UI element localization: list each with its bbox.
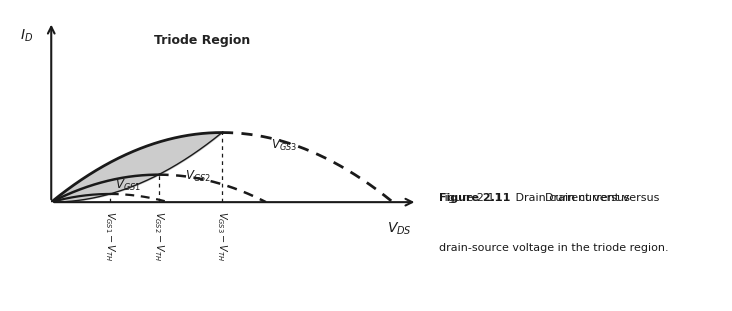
Text: Drain current versus: Drain current versus <box>545 193 660 203</box>
Text: Figure 2.11: Figure 2.11 <box>439 193 511 203</box>
Text: $V_{DS}$: $V_{DS}$ <box>387 220 412 237</box>
Text: drain-source voltage in the triode region.: drain-source voltage in the triode regio… <box>439 243 669 253</box>
Text: $V_{GS2} - V_{TH}$: $V_{GS2} - V_{TH}$ <box>152 211 165 262</box>
Text: Triode Region: Triode Region <box>154 35 250 47</box>
Text: $V_{GS3} - V_{TH}$: $V_{GS3} - V_{TH}$ <box>215 211 229 262</box>
Text: $V_{GS1}$: $V_{GS1}$ <box>115 178 141 193</box>
Text: $V_{GS1} - V_{TH}$: $V_{GS1} - V_{TH}$ <box>103 211 116 262</box>
Text: $V_{GS3}$: $V_{GS3}$ <box>271 137 297 153</box>
Text: $I_D$: $I_D$ <box>20 27 33 44</box>
Text: Figure 2.11    Drain current versus: Figure 2.11 Drain current versus <box>439 193 630 203</box>
Text: $V_{GS2}$: $V_{GS2}$ <box>185 169 212 184</box>
